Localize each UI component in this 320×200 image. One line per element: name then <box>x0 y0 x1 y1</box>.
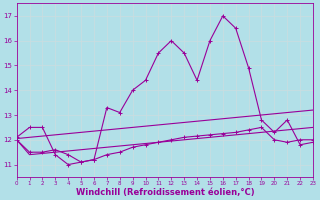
X-axis label: Windchill (Refroidissement éolien,°C): Windchill (Refroidissement éolien,°C) <box>76 188 254 197</box>
